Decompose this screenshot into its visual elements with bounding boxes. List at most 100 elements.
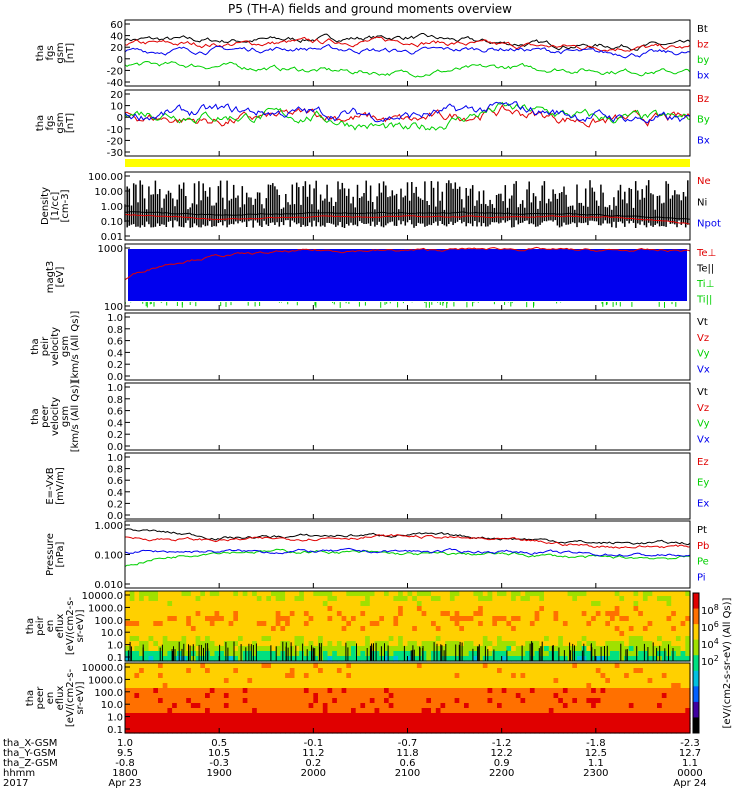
- spec-cell: [445, 651, 451, 657]
- spec-cell: [675, 713, 682, 719]
- spec-cell: [652, 683, 658, 689]
- spec-cell: [223, 611, 230, 617]
- spec-cell: [515, 723, 522, 729]
- spec-cell: [614, 591, 620, 597]
- spec-cell: [610, 693, 616, 699]
- spec-cell: [454, 596, 460, 602]
- spec-cell: [628, 703, 635, 709]
- spec-cell: [558, 601, 564, 607]
- spec-cell: [379, 688, 385, 694]
- spec-cell: [299, 668, 305, 674]
- spec-cell: [464, 631, 470, 637]
- spec-cell: [492, 596, 498, 602]
- spec-cell: [468, 703, 474, 709]
- spec-cell: [252, 626, 258, 632]
- spec-cell: [464, 728, 470, 734]
- spec-cell: [501, 616, 507, 622]
- spec-cell: [313, 688, 319, 694]
- spec-cell: [271, 611, 277, 617]
- spec-cell: [572, 601, 578, 607]
- spec-cell: [473, 606, 479, 612]
- x-tick-value: -0.8: [115, 758, 135, 769]
- spec-cell: [252, 663, 258, 669]
- spec-cell: [369, 698, 376, 704]
- x-tick-value: 12.2: [491, 748, 513, 759]
- spec-cell: [581, 616, 587, 622]
- spec-cell: [271, 641, 277, 647]
- y-tick-label: 100: [104, 302, 123, 313]
- spec-cell: [125, 646, 131, 652]
- y-tick-label: 10000.0: [82, 663, 123, 674]
- series-Te⊥: [124, 246, 691, 281]
- spec-cell: [529, 668, 536, 674]
- spec-cell: [129, 713, 135, 719]
- spec-cell: [506, 611, 512, 617]
- spec-cell: [167, 646, 173, 652]
- spec-cell: [431, 591, 437, 597]
- spec-cell: [647, 673, 653, 679]
- spec-cell: [214, 683, 220, 689]
- spec-cell: [223, 606, 230, 612]
- spec-cell: [449, 636, 456, 642]
- spec-cell: [675, 673, 682, 679]
- spec-cell: [529, 601, 536, 607]
- spec-cell: [332, 646, 338, 652]
- spec-cell: [205, 673, 211, 679]
- spec-cell: [619, 651, 625, 657]
- spec-cell: [614, 646, 620, 652]
- spec-cell: [534, 683, 540, 689]
- spec-cell: [384, 601, 390, 607]
- spec-cell: [134, 611, 140, 617]
- spec-cell: [661, 723, 668, 729]
- spec-cell: [294, 718, 300, 724]
- spec-cell: [680, 718, 686, 724]
- spec-cell: [242, 688, 248, 694]
- spec-cell: [478, 668, 484, 674]
- spec-cell: [398, 626, 404, 632]
- spec-cell: [332, 673, 338, 679]
- spec-cell: [332, 606, 338, 612]
- spec-cell: [313, 693, 319, 699]
- spec-cell: [186, 713, 192, 719]
- spec-cell: [614, 683, 620, 689]
- spec-cell: [478, 651, 484, 657]
- spec-cell: [497, 678, 503, 684]
- spec-cell: [205, 606, 211, 612]
- spec-cell: [332, 693, 338, 699]
- spec-cell: [299, 713, 305, 719]
- spec-cell: [143, 678, 150, 684]
- spec-cell: [445, 688, 451, 694]
- spec-cell: [529, 621, 536, 627]
- spec-cell: [445, 693, 451, 699]
- spec-cell: [492, 688, 498, 694]
- spec-cell: [247, 641, 253, 647]
- spec-cell: [303, 596, 310, 602]
- spec-cell: [129, 698, 135, 704]
- spec-cell: [468, 591, 474, 597]
- spec-cell: [534, 698, 540, 704]
- spec-cell: [591, 668, 597, 674]
- spec-cell: [318, 723, 324, 729]
- spec-cell: [435, 646, 442, 652]
- spec-cell: [553, 678, 559, 684]
- spec-cell: [398, 703, 404, 709]
- spec-cell: [633, 591, 639, 597]
- spec-cell: [379, 611, 385, 617]
- spec-cell: [412, 616, 418, 622]
- spec-cell: [431, 616, 437, 622]
- spec-cell: [421, 718, 427, 724]
- spec-cell: [435, 651, 442, 657]
- spec-cell: [548, 693, 555, 699]
- spec-cell: [393, 683, 399, 689]
- spec-cell: [464, 703, 470, 709]
- spec-cell: [647, 718, 653, 724]
- spec-cell: [374, 668, 380, 674]
- spec-cell: [553, 728, 559, 734]
- spec-cell: [657, 616, 663, 622]
- spec-cell: [393, 713, 399, 719]
- spec-cell: [355, 651, 361, 657]
- spec-cell: [464, 673, 470, 679]
- spec-cell: [581, 621, 587, 627]
- spec-cell: [454, 621, 460, 627]
